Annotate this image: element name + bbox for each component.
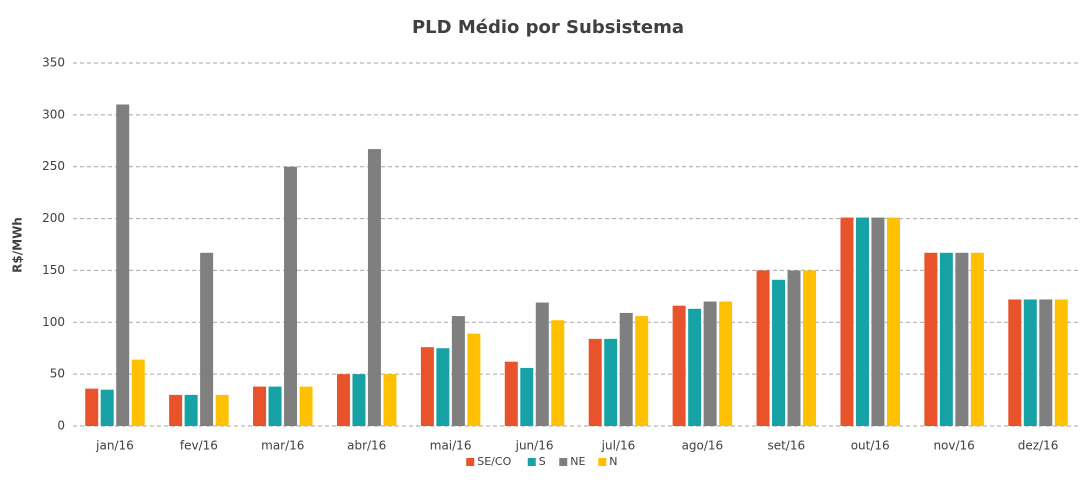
legend-swatch xyxy=(559,458,568,466)
bar xyxy=(635,316,649,426)
legend-label: SE/CO xyxy=(477,455,511,468)
bar xyxy=(924,252,938,426)
bar xyxy=(1023,299,1037,426)
bar xyxy=(367,149,381,426)
legend-label: N xyxy=(609,455,617,468)
bar xyxy=(672,305,686,426)
bar xyxy=(588,338,602,426)
bar xyxy=(787,270,801,426)
x-tick-label: dez/16 xyxy=(1018,439,1059,453)
legend-label: S xyxy=(539,455,546,468)
x-tick-label: mar/16 xyxy=(261,439,304,453)
y-tick-label: 0 xyxy=(57,419,65,433)
bar xyxy=(200,252,214,426)
bar xyxy=(551,320,565,426)
bar xyxy=(604,338,618,426)
bar xyxy=(352,374,366,426)
x-tick-label: jul/16 xyxy=(601,439,636,453)
bar xyxy=(970,252,984,426)
x-tick-label: out/16 xyxy=(851,439,890,453)
bar xyxy=(169,394,183,426)
bar xyxy=(420,347,434,426)
y-tick-label: 300 xyxy=(42,107,65,121)
y-tick-label: 200 xyxy=(42,211,65,225)
bar xyxy=(215,394,229,426)
bar xyxy=(131,359,145,426)
bar xyxy=(719,301,733,426)
bar xyxy=(955,252,969,426)
x-tick-label: fev/16 xyxy=(180,439,218,453)
x-tick-label: ago/16 xyxy=(682,439,724,453)
chart-title: PLD Médio por Subsistema xyxy=(412,17,684,38)
bar xyxy=(436,348,450,426)
bar xyxy=(268,386,282,426)
bar xyxy=(467,333,481,426)
bar xyxy=(299,386,313,426)
bar xyxy=(703,301,717,426)
bar xyxy=(85,388,99,426)
y-tick-label: 150 xyxy=(42,263,65,277)
bar xyxy=(520,367,534,426)
x-tick-label: nov/16 xyxy=(933,439,974,453)
y-tick-label: 350 xyxy=(42,56,65,70)
bar xyxy=(1008,299,1022,426)
legend-label: NE xyxy=(570,455,585,468)
bar xyxy=(688,308,702,426)
bar xyxy=(840,217,854,426)
bar xyxy=(253,386,267,426)
x-tick-label: mai/16 xyxy=(430,439,472,453)
bar xyxy=(855,217,869,426)
bar xyxy=(772,279,786,426)
bar xyxy=(871,217,885,426)
bar xyxy=(1054,299,1068,426)
legend-swatch xyxy=(466,458,475,466)
bar xyxy=(886,217,900,426)
bar xyxy=(116,104,130,426)
y-tick-label: 100 xyxy=(42,315,65,329)
bar xyxy=(284,166,298,426)
bar xyxy=(451,316,465,426)
bar xyxy=(184,394,198,426)
bar xyxy=(535,302,549,426)
x-tick-label: abr/16 xyxy=(347,439,386,453)
bar xyxy=(100,389,114,426)
bar xyxy=(803,270,817,426)
x-tick-label: jun/16 xyxy=(515,439,554,453)
x-tick-label: jan/16 xyxy=(95,439,134,453)
bar xyxy=(336,374,350,426)
bar xyxy=(1039,299,1053,426)
bar xyxy=(504,361,518,426)
bar xyxy=(939,252,953,426)
y-axis-label: R$/MWh xyxy=(11,217,25,273)
y-tick-label: 250 xyxy=(42,159,65,173)
legend-swatch xyxy=(527,458,536,466)
bar xyxy=(383,374,397,426)
bar xyxy=(756,270,770,426)
bar xyxy=(619,312,633,426)
y-tick-label: 50 xyxy=(50,367,65,381)
legend-swatch xyxy=(598,458,607,466)
x-tick-label: set/16 xyxy=(767,439,805,453)
